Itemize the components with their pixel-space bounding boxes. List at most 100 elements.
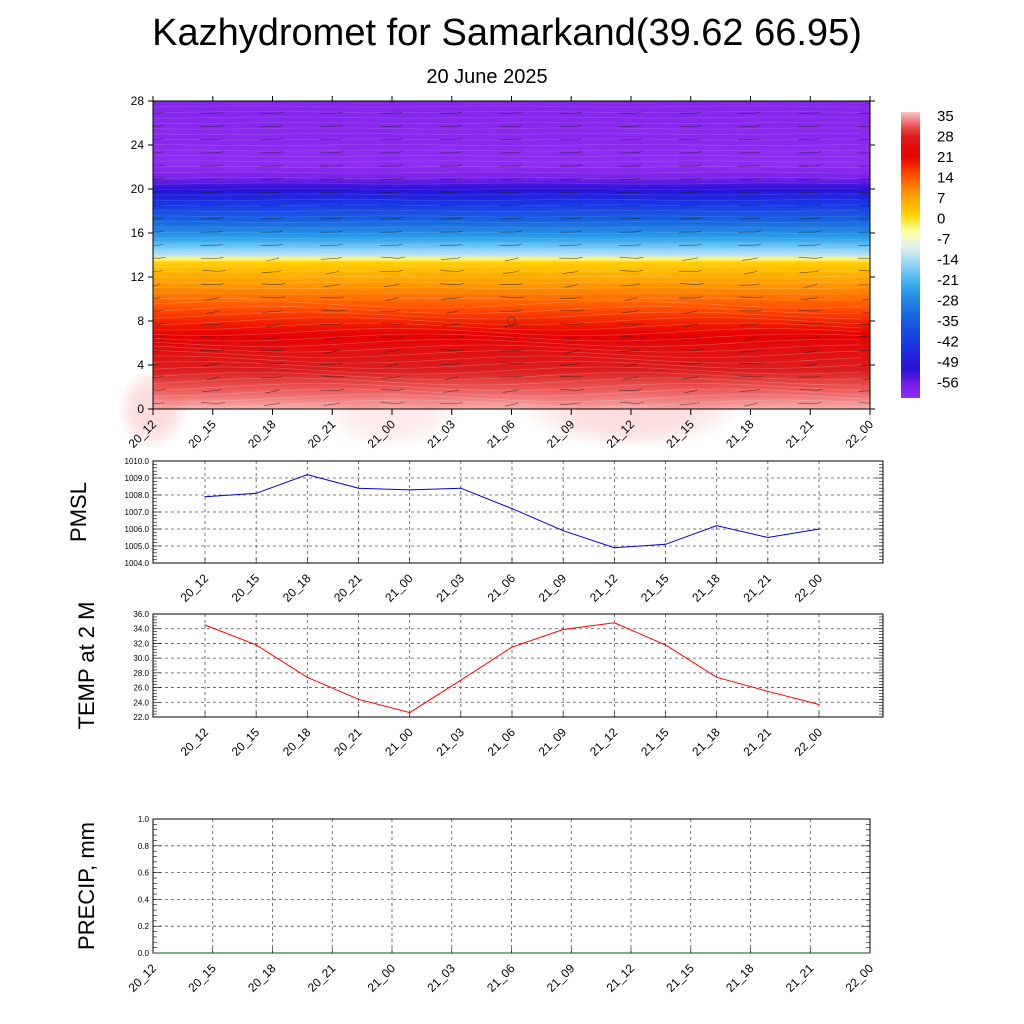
contour-line <box>153 265 862 267</box>
colorbar-label: -21 <box>937 272 959 289</box>
wind-barb <box>798 217 821 220</box>
wind-barb <box>738 230 761 233</box>
wind-barb <box>440 270 465 272</box>
wind-barb <box>260 164 283 167</box>
wind-barb <box>261 309 282 313</box>
contour-line <box>153 377 861 386</box>
wind-barb <box>559 111 582 114</box>
series-point <box>749 952 752 954</box>
x-tick-label: 20_21 <box>331 571 365 605</box>
contour-line <box>153 210 862 212</box>
wind-barb <box>260 204 283 207</box>
y-tick-label: 36.0 <box>133 610 149 619</box>
wind-barb <box>500 296 525 299</box>
wind-barb <box>320 243 343 246</box>
wind-barb <box>260 111 283 114</box>
x-tick-label: 21_21 <box>783 417 817 451</box>
wind-barb <box>320 124 343 127</box>
wind-barb <box>738 309 763 312</box>
wind-barb <box>320 204 343 207</box>
wind-barb <box>798 243 821 246</box>
wind-barb <box>324 336 340 341</box>
wind-barb <box>439 204 463 207</box>
contour-line <box>153 171 861 174</box>
x-tick-label: 20_18 <box>245 417 279 451</box>
series-point <box>152 952 154 954</box>
x-tick-label: 21_15 <box>663 961 697 995</box>
wind-barb <box>684 389 698 394</box>
contour-line <box>153 328 862 336</box>
wind-barb <box>559 217 582 220</box>
wind-barb <box>858 231 870 233</box>
wind-barb <box>439 124 463 127</box>
wind-barb <box>857 284 870 286</box>
wind-barb <box>560 309 584 312</box>
wind-barb <box>861 364 870 367</box>
x-tick-label: 21_06 <box>484 961 518 995</box>
wind-barb <box>559 230 582 233</box>
wind-barb <box>619 190 642 193</box>
series-point <box>869 952 871 954</box>
contour-line <box>153 188 862 190</box>
contour-line <box>153 361 862 369</box>
wind-barb <box>800 296 819 301</box>
wind-barb <box>619 388 642 391</box>
wind-barb <box>153 164 164 167</box>
y-tick-label: 0 <box>137 402 144 416</box>
y-axis-title: PRECIP, mm <box>74 822 99 950</box>
series-point <box>511 508 513 510</box>
series-point <box>818 703 820 706</box>
wind-barb <box>561 336 580 340</box>
wind-barb <box>559 243 582 246</box>
wind-barb <box>382 349 401 353</box>
wind-barb <box>858 165 870 167</box>
wind-barb <box>678 204 702 207</box>
wind-barb <box>439 111 463 114</box>
y-tick-label: 0.8 <box>138 842 150 851</box>
contour-line <box>153 298 862 300</box>
wind-barb <box>260 151 283 154</box>
x-tick-label: 21_06 <box>485 725 519 759</box>
wind-barb <box>380 124 403 127</box>
wind-barb <box>260 230 283 233</box>
series-point <box>391 952 393 954</box>
series-point <box>409 489 411 491</box>
wind-barb <box>799 270 820 274</box>
contour-line <box>153 287 862 289</box>
wind-barb <box>738 204 761 207</box>
y-tick-label: 1009.0 <box>125 474 150 483</box>
wind-barb <box>862 298 870 301</box>
series-point <box>562 530 564 532</box>
pmsl-panel: 1004.0 1005.0 1006.0 1007.0 1008.0 1009.0 1010… <box>66 457 884 605</box>
wind-barb <box>441 296 461 300</box>
wind-barb <box>560 402 581 405</box>
contour-line <box>153 111 862 113</box>
wind-barb <box>320 296 344 299</box>
temp-panel: 22.0 24.0 26.0 28.0 30.0 32.0 34.0 36.0 20_12 20_… <box>74 602 884 759</box>
wind-barb <box>385 362 399 367</box>
x-tick-label: 21_21 <box>740 725 774 759</box>
wind-barb <box>738 111 761 114</box>
wind-barb <box>206 375 220 381</box>
wind-barb <box>564 283 578 288</box>
wind-barb <box>499 309 522 312</box>
wind-barb <box>504 336 519 341</box>
y-tick-label: 0.6 <box>138 869 150 878</box>
contour-line <box>153 383 862 391</box>
wind-barb <box>442 322 460 327</box>
contour-line <box>153 259 862 262</box>
contour-line <box>153 215 862 218</box>
wind-barb <box>499 243 522 246</box>
contour-line <box>153 399 862 408</box>
wind-barb <box>738 243 761 246</box>
colorbar-label: -42 <box>937 334 959 351</box>
series-point <box>255 492 257 494</box>
wind-barb <box>798 204 821 207</box>
contour-line <box>153 155 862 157</box>
wind-barb <box>325 270 339 275</box>
wind-barb <box>321 309 346 312</box>
colorbar-label: 7 <box>937 190 945 207</box>
wind-barb <box>380 388 405 391</box>
wind-barb <box>858 350 870 351</box>
